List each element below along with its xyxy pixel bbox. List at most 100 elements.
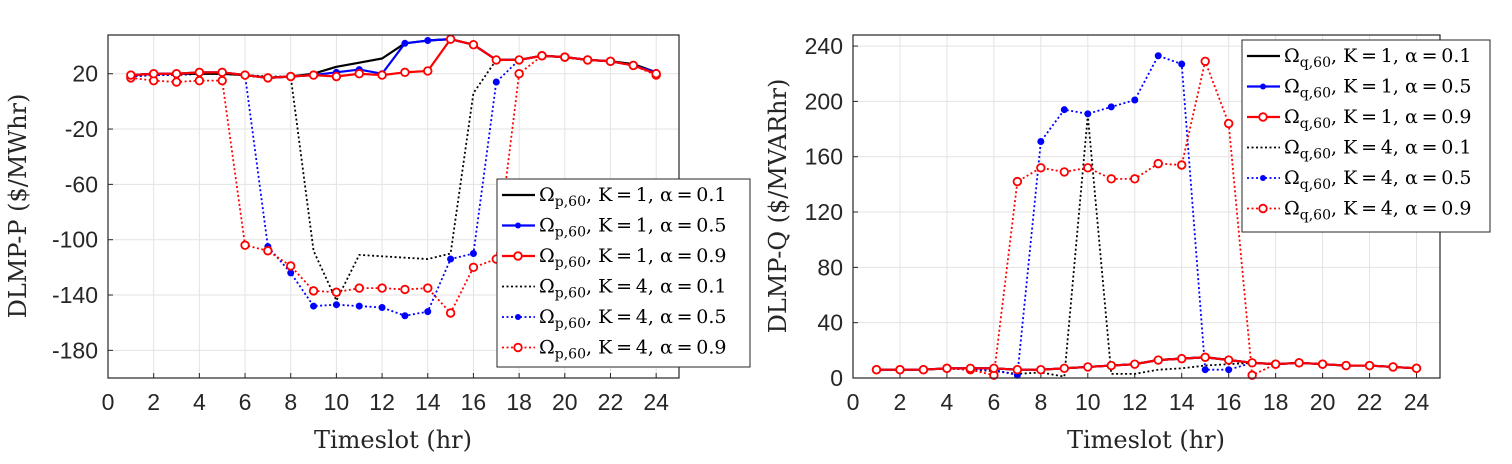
- x-tick-label: 22: [598, 389, 624, 415]
- data-point: [1153, 355, 1163, 365]
- data-point: [378, 303, 386, 311]
- x-tick-label: 24: [643, 389, 669, 415]
- data-point: [331, 71, 342, 82]
- x-tick-label: 18: [506, 389, 532, 415]
- legend-item: Ωp,60, K = 1, α = 0.1: [502, 184, 727, 210]
- data-point: [560, 52, 570, 62]
- data-point: [1294, 358, 1304, 368]
- legend-label: Ωp,60, K = 4, α = 0.5: [539, 306, 727, 332]
- data-point: [1153, 158, 1163, 169]
- data-point: [308, 70, 319, 80]
- y-tick-label: -60: [65, 171, 98, 197]
- data-point: [1083, 163, 1093, 173]
- y-tick-label: 160: [805, 144, 843, 170]
- data-point: [148, 69, 159, 79]
- data-point: [1317, 359, 1328, 369]
- data-point: [217, 67, 227, 78]
- data-point: [1223, 355, 1234, 365]
- data-point: [514, 69, 524, 79]
- legend-label: Ωp,60, K = 4, α = 0.9: [539, 337, 727, 363]
- data-point: [1083, 362, 1093, 372]
- x-tick-label: 16: [461, 389, 487, 415]
- data-point: [1059, 167, 1070, 177]
- data-point: [401, 39, 409, 47]
- x-axis-label: Timeslot (hr): [314, 426, 472, 454]
- legend-item: Ωp,60, K = 4, α = 0.1: [502, 276, 727, 302]
- data-point: [331, 287, 342, 297]
- x-tick-label: 12: [1122, 389, 1148, 415]
- data-point: [989, 363, 999, 374]
- data-point: [1364, 360, 1375, 371]
- legend-item: Ωq,60, K = 4, α = 0.1: [1247, 137, 1472, 163]
- data-point: [1200, 56, 1210, 66]
- legend-label: Ωp,60, K = 1, α = 0.1: [539, 184, 727, 210]
- series-group: [126, 34, 661, 320]
- legend-label: Ωq,60, K = 1, α = 0.5: [1284, 76, 1472, 102]
- data-point: [263, 246, 273, 256]
- legend-box: [1241, 39, 1491, 233]
- data-point: [1177, 160, 1187, 170]
- data-point: [1084, 110, 1092, 118]
- x-tick-label: 12: [369, 389, 395, 415]
- data-point: [468, 39, 479, 50]
- y-tick-label: -140: [52, 282, 98, 308]
- legend-item: Ωp,60, K = 4, α = 0.5: [502, 306, 727, 332]
- legend-item: Ωp,60, K = 4, α = 0.9: [502, 337, 727, 363]
- x-axis-label: Timeslot (hr): [1067, 426, 1225, 454]
- data-point: [1388, 362, 1398, 372]
- y-axis-label: DLMP-P ($/MWhr): [4, 94, 32, 319]
- y-tick-label: -20: [65, 116, 98, 142]
- legend-marker: [1258, 203, 1268, 214]
- data-point: [871, 365, 882, 375]
- data-point: [1270, 359, 1281, 369]
- legend-marker: [1258, 112, 1268, 122]
- legend-label: Ωp,60, K = 1, α = 0.9: [539, 245, 727, 271]
- y-tick-labels: 0 40 80 120 160 200 240: [805, 33, 843, 391]
- legend-label: Ωq,60, K = 1, α = 0.1: [1284, 45, 1472, 71]
- x-tick-label: 4: [941, 389, 954, 415]
- legend-box: [496, 178, 751, 368]
- data-point: [1130, 359, 1140, 369]
- x-tick-label: 16: [1216, 389, 1242, 415]
- data-point: [401, 312, 409, 320]
- x-tick-label: 14: [415, 389, 441, 415]
- x-tick-label: 8: [1034, 389, 1047, 415]
- x-tick-label: 10: [1075, 389, 1101, 415]
- y-tick-label: 20: [72, 61, 98, 87]
- data-point: [263, 73, 273, 83]
- data-point: [1225, 366, 1233, 374]
- legend-marker: [515, 314, 521, 320]
- data-point: [287, 269, 295, 277]
- data-point: [1178, 60, 1186, 68]
- data-point: [1036, 365, 1046, 375]
- legend-item: Ωq,60, K = 4, α = 0.9: [1247, 198, 1472, 224]
- x-tick-label: 2: [894, 389, 907, 415]
- data-point: [171, 77, 182, 87]
- data-point: [424, 37, 432, 45]
- legend-label: Ωp,60, K = 4, α = 0.1: [539, 276, 727, 302]
- x-tick-label: 4: [193, 389, 206, 415]
- legend-marker: [513, 342, 523, 353]
- y-axis-label: DLMP-Q ($/MVARhr): [764, 79, 792, 334]
- legend-item: Ωq,60, K = 4, α = 0.5: [1247, 167, 1472, 193]
- data-point: [445, 308, 456, 318]
- x-tick-label: 8: [284, 389, 297, 415]
- x-tick-labels: 0 2 4 6 8 10 12 14 16 18 20 22 24: [102, 389, 670, 415]
- data-point: [1106, 360, 1116, 371]
- legend: Ωq,60, K = 1, α = 0.1 Ωq,60, K = 1, α = 0…: [1241, 39, 1491, 233]
- data-point: [194, 67, 205, 78]
- y-tick-labels: 20 -20 -60 -100 -140 -180: [52, 61, 98, 364]
- data-point: [1060, 106, 1068, 114]
- legend-label: Ωp,60, K = 1, α = 0.5: [539, 215, 727, 241]
- legend-marker: [513, 251, 523, 261]
- data-point: [194, 75, 205, 86]
- data-point: [1341, 360, 1351, 371]
- y-tick-label: -100: [52, 227, 98, 253]
- x-tick-label: 2: [147, 389, 160, 415]
- data-point: [628, 60, 639, 71]
- x-tick-label: 6: [239, 389, 252, 415]
- x-tick-label: 20: [1310, 389, 1336, 415]
- data-point: [1247, 370, 1257, 380]
- legend-item: Ωq,60, K = 1, α = 0.9: [1247, 106, 1472, 132]
- legend-item: Ωp,60, K = 1, α = 0.5: [502, 215, 727, 241]
